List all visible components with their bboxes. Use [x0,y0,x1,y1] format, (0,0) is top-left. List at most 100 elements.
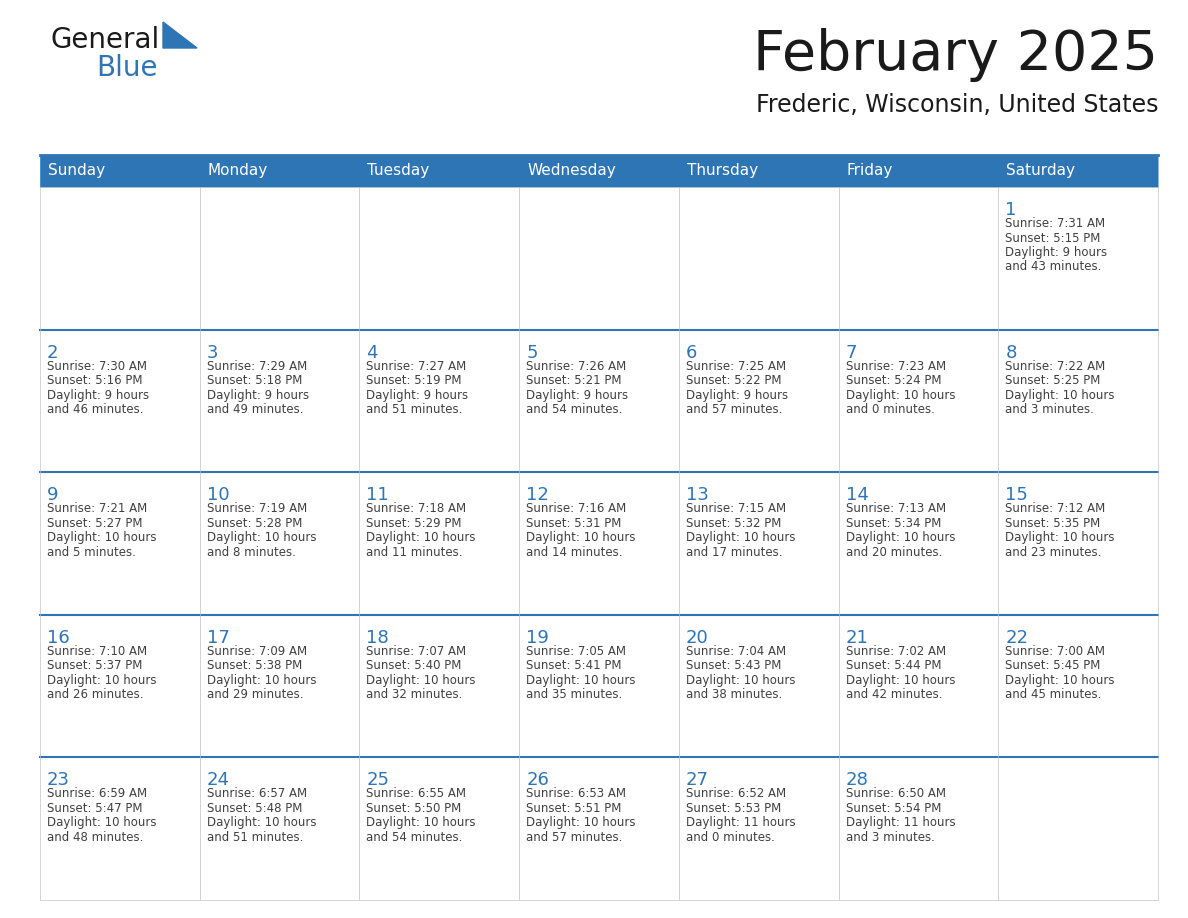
Text: 10: 10 [207,487,229,504]
Text: Sunday: Sunday [48,163,105,178]
Text: and 49 minutes.: and 49 minutes. [207,403,303,416]
Text: Sunset: 5:24 PM: Sunset: 5:24 PM [846,375,941,387]
Bar [998,187,1158,330]
Text: 21: 21 [846,629,868,647]
Text: Sunrise: 7:12 AM: Sunrise: 7:12 AM [1005,502,1106,515]
Text: Wednesday: Wednesday [527,163,615,178]
Text: Daylight: 10 hours: Daylight: 10 hours [846,388,955,401]
Bar [839,757,998,900]
Text: Daylight: 10 hours: Daylight: 10 hours [366,674,476,687]
Text: 8: 8 [1005,343,1017,362]
Text: Sunrise: 7:27 AM: Sunrise: 7:27 AM [366,360,467,373]
Text: and 57 minutes.: and 57 minutes. [526,831,623,844]
Text: Daylight: 10 hours: Daylight: 10 hours [366,532,476,544]
Text: and 3 minutes.: and 3 minutes. [1005,403,1094,416]
Text: and 11 minutes.: and 11 minutes. [366,545,463,559]
Text: Sunset: 5:28 PM: Sunset: 5:28 PM [207,517,302,530]
Text: Sunrise: 6:50 AM: Sunrise: 6:50 AM [846,788,946,800]
Text: 25: 25 [366,771,390,789]
Text: Daylight: 10 hours: Daylight: 10 hours [846,674,955,687]
Text: 4: 4 [366,343,378,362]
Text: Sunrise: 7:07 AM: Sunrise: 7:07 AM [366,644,467,658]
Text: Sunset: 5:38 PM: Sunset: 5:38 PM [207,659,302,672]
Text: Sunrise: 7:30 AM: Sunrise: 7:30 AM [48,360,147,373]
Text: Thursday: Thursday [687,163,758,178]
Bar [360,757,519,900]
Bar [519,615,678,757]
Text: 12: 12 [526,487,549,504]
Text: Sunrise: 6:57 AM: Sunrise: 6:57 AM [207,788,307,800]
Bar [998,155,1158,187]
Text: and 42 minutes.: and 42 minutes. [846,688,942,701]
Text: and 23 minutes.: and 23 minutes. [1005,545,1101,559]
Text: 6: 6 [685,343,697,362]
Text: Sunset: 5:37 PM: Sunset: 5:37 PM [48,659,143,672]
Text: Sunset: 5:16 PM: Sunset: 5:16 PM [48,375,143,387]
Bar [839,472,998,615]
Text: 18: 18 [366,629,390,647]
Bar [360,187,519,330]
Text: Daylight: 9 hours: Daylight: 9 hours [207,388,309,401]
Text: Sunset: 5:44 PM: Sunset: 5:44 PM [846,659,941,672]
Text: and 51 minutes.: and 51 minutes. [366,403,463,416]
Bar [360,330,519,472]
Text: Sunrise: 7:05 AM: Sunrise: 7:05 AM [526,644,626,658]
Text: Sunset: 5:22 PM: Sunset: 5:22 PM [685,375,782,387]
Text: Saturday: Saturday [1006,163,1075,178]
Text: Sunset: 5:27 PM: Sunset: 5:27 PM [48,517,143,530]
Text: and 29 minutes.: and 29 minutes. [207,688,303,701]
Text: Sunset: 5:40 PM: Sunset: 5:40 PM [366,659,462,672]
Text: Sunrise: 7:13 AM: Sunrise: 7:13 AM [846,502,946,515]
Text: Sunrise: 7:04 AM: Sunrise: 7:04 AM [685,644,786,658]
Text: Sunset: 5:45 PM: Sunset: 5:45 PM [1005,659,1100,672]
Text: and 5 minutes.: and 5 minutes. [48,545,135,559]
Text: Daylight: 10 hours: Daylight: 10 hours [685,532,795,544]
Text: and 8 minutes.: and 8 minutes. [207,545,296,559]
Text: Daylight: 9 hours: Daylight: 9 hours [526,388,628,401]
Bar [200,330,360,472]
Text: 17: 17 [207,629,229,647]
Text: and 20 minutes.: and 20 minutes. [846,545,942,559]
Text: Daylight: 10 hours: Daylight: 10 hours [48,816,157,829]
Bar [519,330,678,472]
Text: Daylight: 9 hours: Daylight: 9 hours [685,388,788,401]
Text: and 46 minutes.: and 46 minutes. [48,403,144,416]
Text: and 38 minutes.: and 38 minutes. [685,688,782,701]
Bar [678,187,839,330]
Text: Daylight: 10 hours: Daylight: 10 hours [846,532,955,544]
Text: Daylight: 10 hours: Daylight: 10 hours [207,532,316,544]
Bar [839,187,998,330]
Text: Sunset: 5:18 PM: Sunset: 5:18 PM [207,375,302,387]
Text: and 17 minutes.: and 17 minutes. [685,545,783,559]
Text: Daylight: 11 hours: Daylight: 11 hours [846,816,955,829]
Bar [360,155,519,187]
Bar [40,330,200,472]
Text: Sunrise: 7:19 AM: Sunrise: 7:19 AM [207,502,307,515]
Text: 14: 14 [846,487,868,504]
Text: Daylight: 9 hours: Daylight: 9 hours [366,388,468,401]
Text: Sunset: 5:15 PM: Sunset: 5:15 PM [1005,231,1100,244]
Text: Sunrise: 7:10 AM: Sunrise: 7:10 AM [48,644,147,658]
Bar [519,472,678,615]
Bar [40,757,200,900]
Bar [678,615,839,757]
Text: and 54 minutes.: and 54 minutes. [366,831,463,844]
Bar [998,330,1158,472]
Text: Sunset: 5:31 PM: Sunset: 5:31 PM [526,517,621,530]
Text: 7: 7 [846,343,857,362]
Text: and 0 minutes.: and 0 minutes. [685,831,775,844]
Text: Blue: Blue [96,54,158,82]
Text: Friday: Friday [847,163,893,178]
Text: 28: 28 [846,771,868,789]
Text: 3: 3 [207,343,219,362]
Text: Sunrise: 7:09 AM: Sunrise: 7:09 AM [207,644,307,658]
Bar [200,155,360,187]
Text: Sunrise: 7:29 AM: Sunrise: 7:29 AM [207,360,307,373]
Text: and 3 minutes.: and 3 minutes. [846,831,935,844]
Bar [678,757,839,900]
Text: and 35 minutes.: and 35 minutes. [526,688,623,701]
Text: and 43 minutes.: and 43 minutes. [1005,261,1101,274]
Text: and 51 minutes.: and 51 minutes. [207,831,303,844]
Text: 13: 13 [685,487,709,504]
Text: Daylight: 11 hours: Daylight: 11 hours [685,816,796,829]
